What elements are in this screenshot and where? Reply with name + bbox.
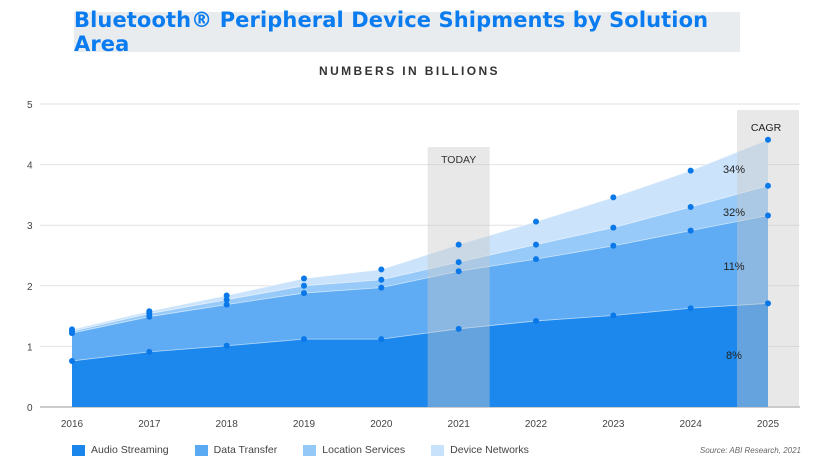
point-location-services-2018 (223, 296, 230, 303)
y-tick-label-0: 0 (27, 403, 33, 414)
legend-swatch-location-services (303, 444, 317, 456)
point-device-networks-2025 (765, 136, 771, 143)
point-data-transfer-2022 (533, 256, 539, 263)
point-device-networks-2024 (687, 167, 694, 174)
point-device-networks-2018 (223, 292, 230, 299)
legend-item-data-transfer: Data Transfer (194, 444, 278, 456)
y-tick-label-5: 5 (27, 100, 33, 111)
point-data-transfer-2025 (765, 212, 771, 219)
legend-item-device-networks: Device Networks (431, 444, 529, 456)
legend-label-location-services: Location Services (322, 444, 406, 456)
point-audio-streaming-2025 (765, 300, 771, 307)
title-banner: Bluetooth® Peripheral Device Shipments b… (74, 8, 740, 56)
point-audio-streaming-2016 (69, 357, 75, 364)
today-label: TODAY (441, 154, 476, 166)
cagr-value-device-networks: 34% (723, 164, 745, 176)
legend-item-location-services: Location Services (303, 444, 405, 456)
cagr-value-location-services: 32% (723, 207, 745, 219)
point-data-transfer-2018 (223, 301, 230, 308)
legend-item-audio-streaming: Audio Streaming (72, 444, 169, 456)
point-audio-streaming-2024 (687, 305, 694, 312)
x-tick-label-2017: 2017 (138, 419, 161, 430)
x-tick-label-2021: 2021 (448, 419, 471, 430)
chart-subtitle: NUMBERS IN BILLIONS (319, 64, 500, 78)
x-tick-label-2018: 2018 (216, 419, 239, 430)
point-location-services-2025 (765, 182, 771, 189)
legend-label-data-transfer: Data Transfer (213, 444, 278, 456)
source-note: Source: ABI Research, 2021 (699, 446, 801, 455)
x-tick-label-2020: 2020 (370, 419, 393, 430)
cagr-band (737, 110, 799, 407)
cagr-value-audio-streaming: 8% (726, 350, 742, 362)
line-audio-streaming (71, 302, 769, 362)
x-tick-label-2025: 2025 (757, 419, 780, 430)
point-device-networks-2023 (610, 194, 617, 201)
point-location-services-2019 (301, 282, 307, 289)
point-data-transfer-2023 (610, 242, 617, 249)
point-audio-streaming-2021 (455, 325, 462, 332)
point-data-transfer-2024 (687, 227, 694, 234)
line-data-transfer (71, 215, 769, 334)
point-device-networks-2021 (455, 241, 462, 248)
point-audio-streaming-2022 (533, 317, 539, 324)
legend-label-device-networks: Device Networks (450, 444, 529, 456)
point-device-networks-2020 (378, 266, 385, 273)
point-device-networks-2016 (69, 326, 75, 333)
y-tick-label-3: 3 (27, 221, 33, 232)
y-tick-label-4: 4 (27, 161, 33, 172)
line-device-networks (71, 139, 769, 330)
point-data-transfer-2021 (455, 268, 462, 275)
today-band (427, 147, 490, 407)
point-location-services-2022 (533, 241, 539, 248)
point-audio-streaming-2020 (378, 336, 385, 343)
legend-swatch-data-transfer (194, 444, 208, 456)
x-tick-label-2019: 2019 (293, 419, 316, 430)
point-audio-streaming-2023 (610, 312, 617, 319)
cagr-value-data-transfer: 11% (723, 261, 744, 273)
point-device-networks-2022 (533, 218, 539, 225)
point-data-transfer-2020 (378, 284, 385, 291)
legend-label-audio-streaming: Audio Streaming (91, 444, 169, 456)
y-tick-label-1: 1 (27, 342, 33, 353)
point-audio-streaming-2019 (301, 336, 307, 343)
chart-title: Bluetooth® Peripheral Device Shipments b… (74, 8, 709, 56)
line-location-services (71, 185, 769, 332)
y-tick-label-2: 2 (27, 282, 33, 293)
x-tick-label-2024: 2024 (680, 419, 703, 430)
legend: Audio Streaming Data Transfer Location S… (72, 444, 529, 456)
x-tick-label-2016: 2016 (61, 419, 84, 430)
x-tick-label-2022: 2022 (525, 419, 548, 430)
point-audio-streaming-2018 (223, 342, 230, 349)
legend-swatch-audio-streaming (72, 444, 85, 456)
cagr-label: CAGR (751, 122, 782, 134)
point-location-services-2021 (455, 259, 462, 266)
point-location-services-2023 (610, 224, 617, 231)
legend-swatch-device-networks (431, 444, 445, 456)
point-device-networks-2017 (146, 308, 153, 315)
point-data-transfer-2019 (301, 290, 307, 297)
point-audio-streaming-2017 (146, 348, 153, 355)
point-location-services-2024 (687, 204, 694, 211)
point-device-networks-2019 (301, 275, 307, 282)
point-location-services-2020 (378, 276, 385, 283)
area-audio-streaming (72, 303, 768, 407)
x-tick-label-2023: 2023 (602, 419, 625, 430)
